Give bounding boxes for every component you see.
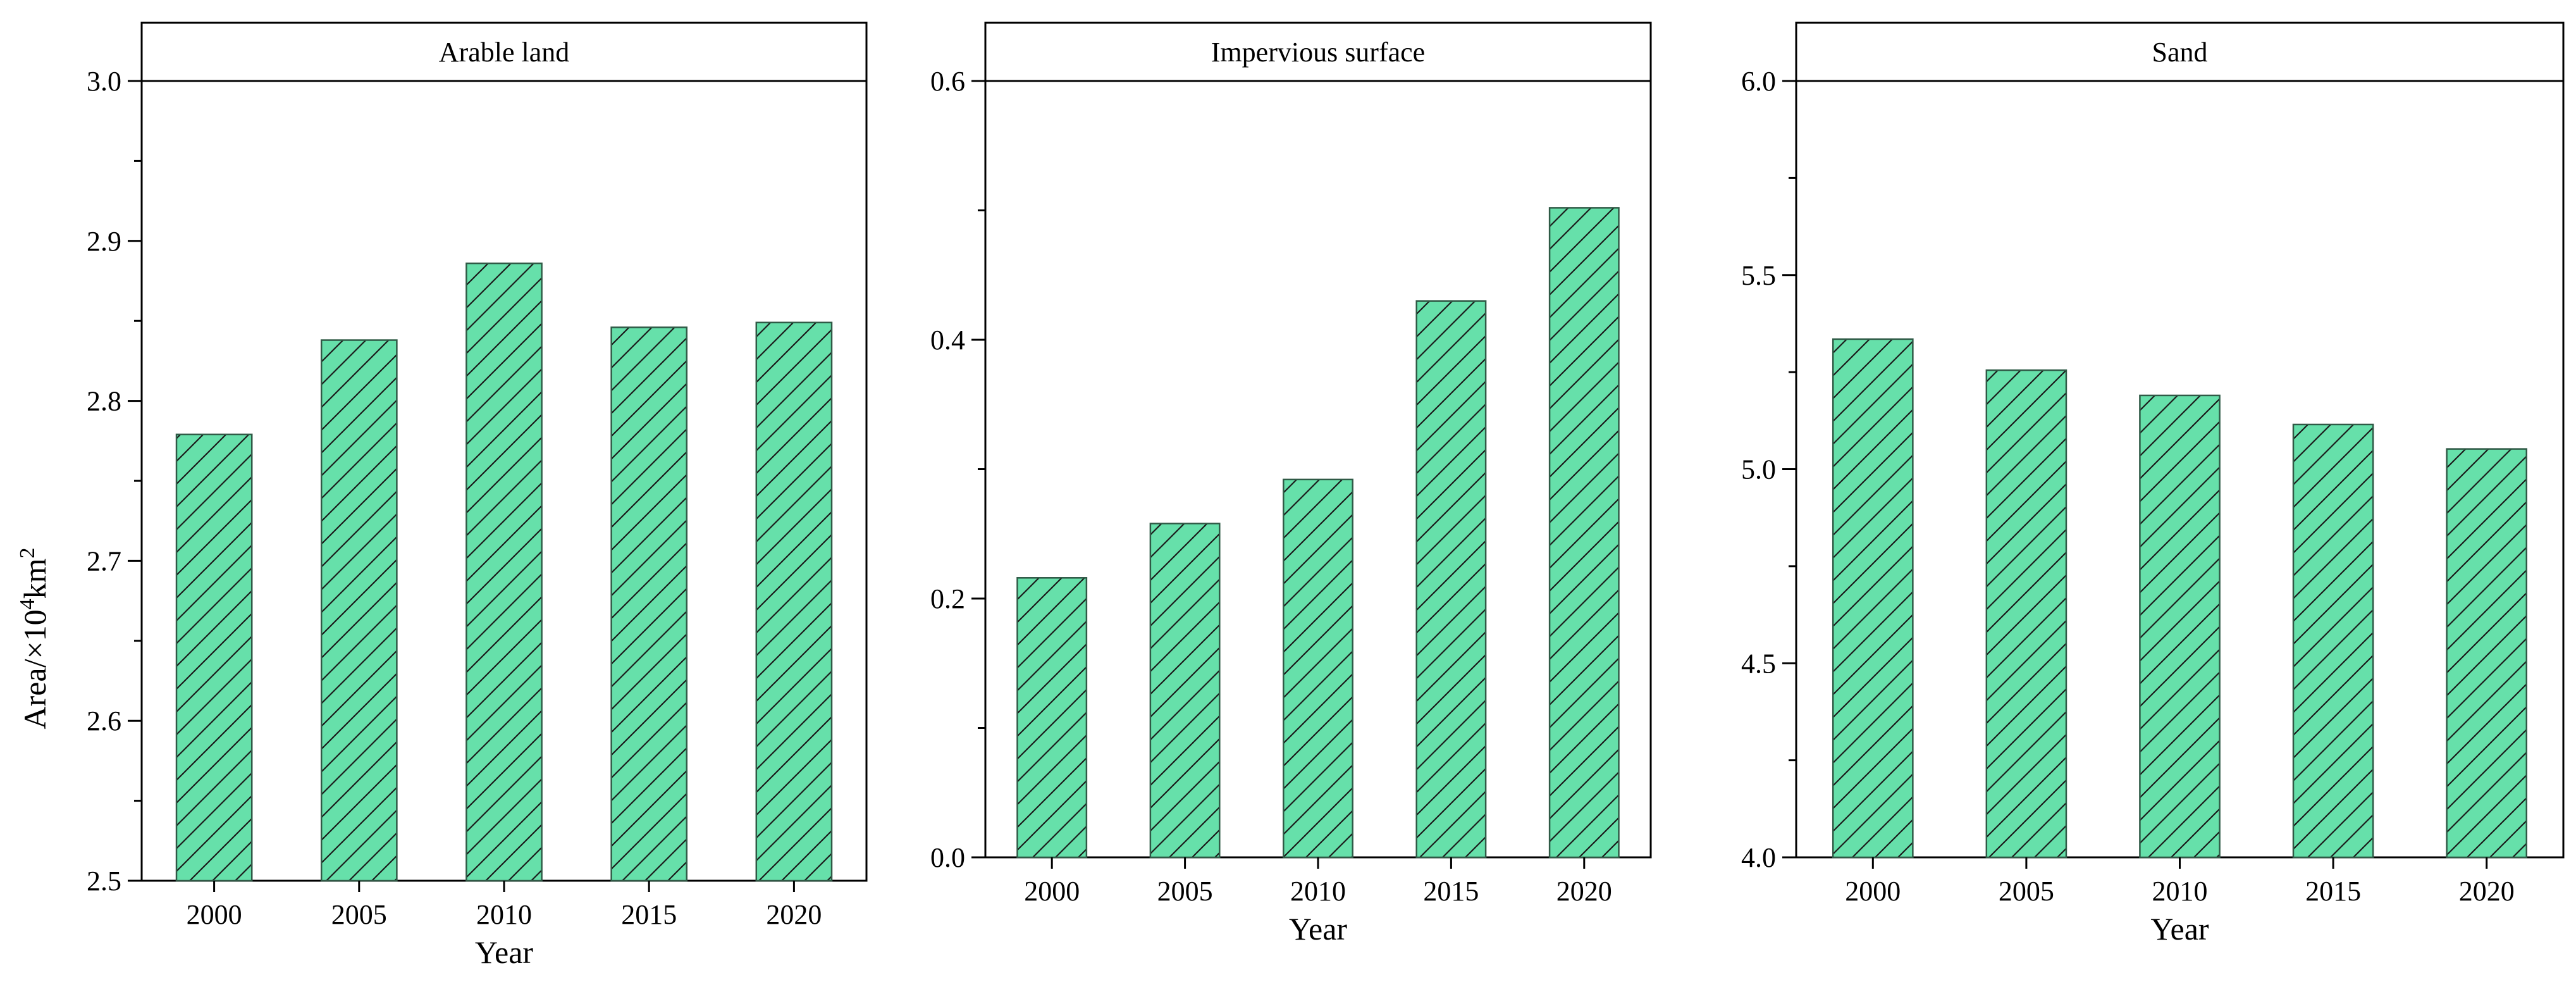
panel-1: Arable land 2000 2005 2010 2015 2020 2.5 2.6 2.7… xyxy=(87,22,868,970)
y-tick-label: 4.0 xyxy=(1741,842,1776,873)
x-tick-label: 2015 xyxy=(2305,876,2361,907)
y-axis-label: Area/×104km2 xyxy=(16,547,52,729)
x-tick-label: 2005 xyxy=(331,899,387,930)
x-axis-title: Year xyxy=(475,935,533,970)
y-tick-label: 5.0 xyxy=(1741,454,1776,485)
y-tick-label: 0.6 xyxy=(930,66,965,97)
y-tick-label: 4.5 xyxy=(1741,648,1776,679)
bar-hatch-2020 xyxy=(1548,207,1620,859)
x-tick-label: 2000 xyxy=(1024,876,1080,907)
bar-hatch-2010 xyxy=(1283,478,1353,859)
x-tick-label: 2015 xyxy=(621,899,677,930)
bar-hatch-2015 xyxy=(610,326,688,882)
bar-hatch-2010 xyxy=(2139,394,2221,859)
y-tick-label: 0.0 xyxy=(930,842,965,873)
x-tick-label: 2010 xyxy=(1290,876,1346,907)
x-tick-label: 2010 xyxy=(476,899,532,930)
bar-hatch-2015 xyxy=(2292,423,2374,859)
bar-hatch-2010 xyxy=(465,262,543,882)
bar-hatch-2000 xyxy=(1016,577,1088,859)
panel-title: Arable land xyxy=(439,37,569,68)
y-tick-label: 2.8 xyxy=(87,386,121,417)
y-tick-label: 2.9 xyxy=(87,226,121,257)
x-axis-title: Year xyxy=(2150,911,2209,947)
panel-2: Impervious surface 2000 2005 2010 2015 2020 0.… xyxy=(930,22,1652,947)
x-tick-label: 2015 xyxy=(1423,876,1479,907)
y-tick-label: 6.0 xyxy=(1741,66,1776,97)
y-tick-label: 5.5 xyxy=(1741,260,1776,291)
x-tick-label: 2005 xyxy=(1157,876,1213,907)
y-tick-label: 2.6 xyxy=(87,705,121,736)
x-tick-label: 2020 xyxy=(766,899,822,930)
y-tick-label: 2.7 xyxy=(87,545,121,576)
y-tick-label: 2.5 xyxy=(87,866,121,897)
y-tick-label: 0.2 xyxy=(930,583,965,614)
x-tick-label: 2000 xyxy=(187,899,242,930)
bar-hatch-2000 xyxy=(1832,338,1914,859)
x-tick-label: 2000 xyxy=(1845,876,1901,907)
bar-hatch-2020 xyxy=(2446,448,2528,859)
bar-hatch-2005 xyxy=(1985,369,2068,859)
bar-hatch-2005 xyxy=(320,339,398,882)
bar-hatch-2000 xyxy=(175,433,253,882)
panel-3: Sand 2000 2005 2010 2015 2020 4.0 4.5 5.0 5.5 6.0 Y… xyxy=(1741,22,2565,947)
x-tick-label: 2020 xyxy=(2459,876,2515,907)
bar-hatch-2015 xyxy=(1415,300,1487,859)
y-tick-label: 0.4 xyxy=(930,325,965,356)
x-tick-label: 2005 xyxy=(1999,876,2054,907)
x-tick-label: 2010 xyxy=(2152,876,2208,907)
x-axis-title: Year xyxy=(1289,911,1347,947)
x-tick-label: 2020 xyxy=(1556,876,1612,907)
panel-title: Impervious surface xyxy=(1211,37,1425,68)
panel-title: Sand xyxy=(2152,37,2208,68)
y-tick-label: 3.0 xyxy=(87,66,121,97)
bar-hatch-2005 xyxy=(1149,523,1221,859)
bar-hatch-2020 xyxy=(755,321,833,882)
